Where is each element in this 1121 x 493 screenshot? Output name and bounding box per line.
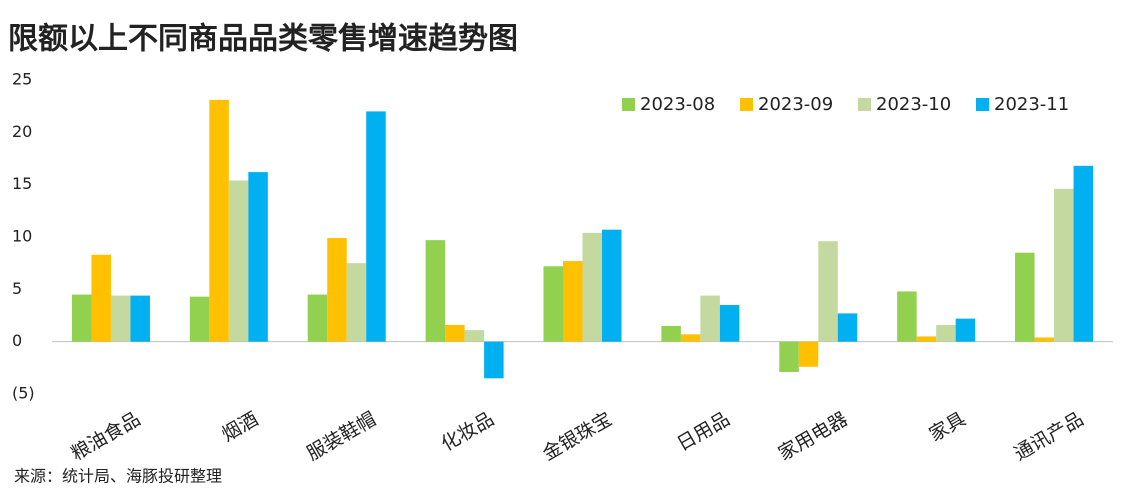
bar [719, 305, 740, 342]
bar [955, 318, 976, 342]
bar [91, 254, 111, 342]
bar [602, 229, 622, 342]
bar [798, 341, 819, 367]
bar [110, 295, 131, 342]
bar [228, 180, 249, 342]
y-tick-label: 5 [12, 279, 22, 298]
chart-title: 限额以上不同商品品类零售增速趋势图 [8, 22, 518, 57]
legend-swatch [622, 98, 635, 111]
bar [661, 325, 681, 342]
bar [71, 294, 92, 342]
bar [779, 341, 799, 373]
bar [327, 238, 347, 342]
y-tick-label: (5) [12, 384, 35, 403]
bar [818, 241, 838, 342]
bar [189, 296, 210, 342]
bar [248, 172, 268, 342]
bar [1054, 188, 1074, 342]
bar [484, 341, 504, 379]
bar [464, 330, 485, 342]
legend-swatch [740, 98, 753, 111]
legend-label: 2023-08 [640, 94, 715, 115]
bar [897, 291, 917, 342]
y-tick-label: 15 [12, 174, 32, 193]
bar [209, 99, 229, 342]
legend-label: 2023-09 [758, 94, 833, 115]
bar [445, 324, 465, 342]
legend-swatch [858, 98, 871, 111]
bar [346, 263, 367, 342]
bar [130, 295, 150, 342]
y-tick-label: 0 [12, 331, 22, 350]
bar [1015, 252, 1035, 342]
bar [916, 336, 937, 342]
legend-label: 2023-10 [876, 94, 951, 115]
bar [1073, 165, 1094, 342]
source-note: 来源：统计局、海豚投研整理 [14, 467, 222, 486]
bar [680, 334, 701, 342]
bar [700, 295, 720, 342]
bar [837, 313, 858, 342]
bar [582, 232, 602, 342]
bar [936, 324, 956, 342]
y-tick-label: 25 [12, 70, 32, 89]
y-tick-label: 20 [12, 122, 32, 141]
bar [307, 294, 328, 342]
bar [1034, 337, 1055, 342]
bar [425, 240, 446, 342]
bar [563, 261, 583, 342]
legend-swatch [976, 98, 989, 111]
y-tick-label: 10 [12, 227, 32, 246]
bar [366, 111, 386, 342]
bar [543, 266, 563, 342]
legend-label: 2023-11 [994, 94, 1069, 115]
